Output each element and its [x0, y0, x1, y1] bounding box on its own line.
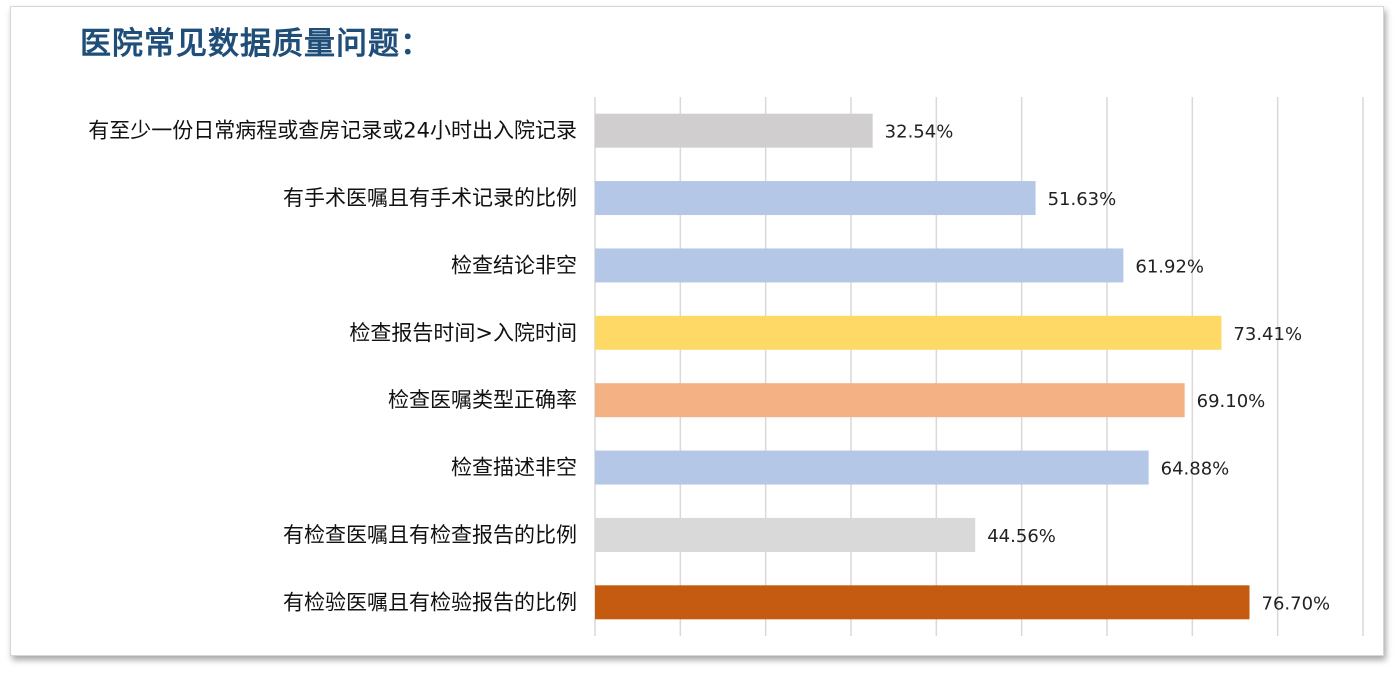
data-label: 64.88% — [1161, 459, 1230, 480]
bar — [595, 181, 1036, 216]
bar — [595, 315, 1222, 350]
category-label: 有至少一份日常病程或查房记录或24小时出入院记录 — [88, 119, 577, 143]
data-label: 76.70% — [1262, 593, 1331, 614]
category-label: 检查报告时间>入院时间 — [349, 321, 577, 345]
category-label: 有检验医嘱且有检验报告的比例 — [283, 590, 577, 614]
bar — [595, 450, 1149, 485]
bar — [595, 517, 976, 552]
data-label: 51.63% — [1048, 189, 1117, 210]
data-label: 73.41% — [1233, 324, 1302, 345]
data-label: 44.56% — [987, 526, 1056, 547]
data-label: 32.54% — [885, 122, 954, 143]
chart-title: 医院常见数据质量问题： — [80, 26, 432, 62]
bar — [595, 248, 1124, 283]
category-label: 检查描述非空 — [451, 456, 577, 480]
bar — [595, 113, 873, 148]
category-label: 有手术医嘱且有手术记录的比例 — [283, 186, 577, 210]
data-label: 69.10% — [1197, 391, 1266, 412]
category-label: 检查医嘱类型正确率 — [388, 388, 577, 412]
bar — [595, 383, 1185, 418]
category-label: 有检查医嘱且有检查报告的比例 — [283, 523, 577, 547]
data-label: 61.92% — [1135, 256, 1204, 277]
bar — [595, 585, 1250, 620]
category-label: 检查结论非空 — [451, 253, 577, 277]
